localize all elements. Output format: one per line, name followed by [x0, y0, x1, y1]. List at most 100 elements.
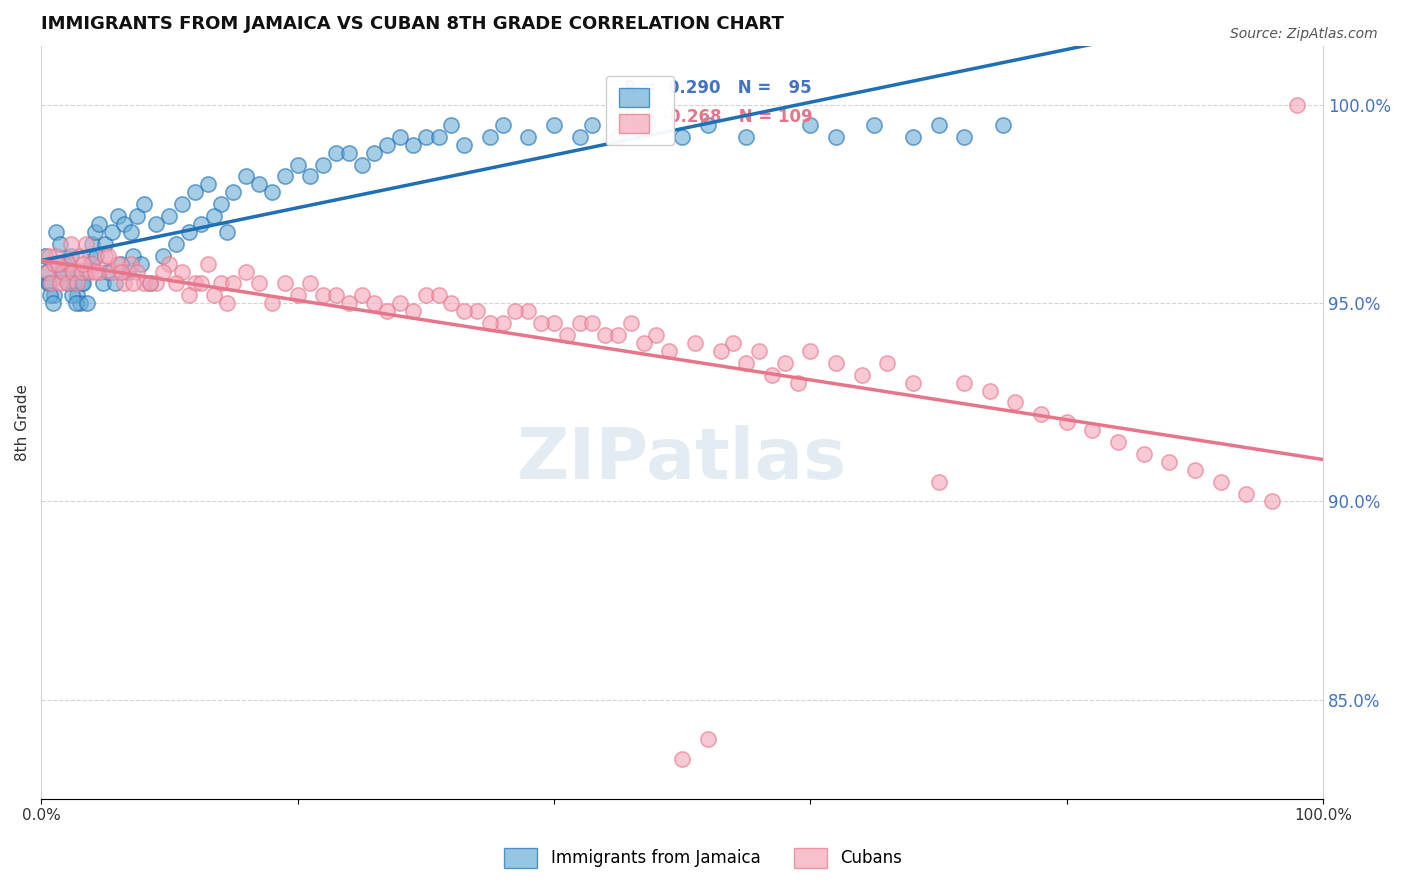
- Cubans: [299, 277, 322, 291]
- Cubans: [107, 257, 129, 271]
- Cubans: [1107, 435, 1129, 450]
- Immigrants from Jamaica: [260, 186, 283, 200]
- Immigrants from Jamaica: [172, 197, 194, 211]
- Cubans: [82, 257, 104, 271]
- Immigrants from Jamaica: [129, 257, 152, 271]
- Cubans: [389, 296, 412, 310]
- Cubans: [120, 257, 142, 271]
- Immigrants from Jamaica: [517, 129, 540, 144]
- Immigrants from Jamaica: [363, 145, 385, 160]
- Immigrants from Jamaica: [863, 118, 886, 132]
- Immigrants from Jamaica: [127, 209, 149, 223]
- Cubans: [84, 264, 107, 278]
- Cubans: [165, 277, 187, 291]
- Cubans: [645, 328, 668, 343]
- Immigrants from Jamaica: [122, 249, 145, 263]
- Cubans: [49, 277, 72, 291]
- Text: R =  0.290   N =   95: R = 0.290 N = 95: [624, 78, 813, 97]
- Immigrants from Jamaica: [37, 277, 59, 291]
- Cubans: [79, 264, 101, 278]
- Immigrants from Jamaica: [375, 137, 398, 152]
- Immigrants from Jamaica: [235, 169, 257, 184]
- Cubans: [94, 249, 117, 263]
- Immigrants from Jamaica: [184, 186, 207, 200]
- Cubans: [139, 277, 162, 291]
- Cubans: [72, 257, 94, 271]
- Cubans: [172, 264, 194, 278]
- Immigrants from Jamaica: [440, 118, 463, 132]
- Immigrants from Jamaica: [273, 169, 295, 184]
- Immigrants from Jamaica: [87, 217, 110, 231]
- Cubans: [1056, 415, 1078, 429]
- Cubans: [350, 288, 373, 302]
- Immigrants from Jamaica: [63, 277, 86, 291]
- Cubans: [145, 277, 167, 291]
- Immigrants from Jamaica: [58, 277, 80, 291]
- Cubans: [337, 296, 360, 310]
- Immigrants from Jamaica: [402, 137, 425, 152]
- Cubans: [1132, 447, 1154, 461]
- Text: ZIPatlas: ZIPatlas: [517, 425, 848, 494]
- Immigrants from Jamaica: [60, 288, 83, 302]
- Immigrants from Jamaica: [53, 257, 76, 271]
- Immigrants from Jamaica: [120, 225, 142, 239]
- Cubans: [247, 277, 270, 291]
- Cubans: [761, 368, 783, 382]
- Immigrants from Jamaica: [415, 129, 437, 144]
- Cubans: [215, 296, 238, 310]
- Cubans: [209, 277, 232, 291]
- Cubans: [110, 264, 132, 278]
- Cubans: [825, 356, 848, 370]
- Immigrants from Jamaica: [110, 257, 132, 271]
- Immigrants from Jamaica: [177, 225, 200, 239]
- Cubans: [735, 356, 758, 370]
- Immigrants from Jamaica: [799, 118, 821, 132]
- Immigrants from Jamaica: [165, 236, 187, 251]
- Cubans: [325, 288, 347, 302]
- Cubans: [1261, 494, 1284, 508]
- Immigrants from Jamaica: [299, 169, 322, 184]
- Cubans: [683, 335, 706, 350]
- Immigrants from Jamaica: [72, 277, 94, 291]
- Cubans: [1234, 486, 1257, 500]
- Immigrants from Jamaica: [69, 296, 91, 310]
- Cubans: [696, 732, 718, 747]
- Immigrants from Jamaica: [45, 225, 67, 239]
- Cubans: [152, 264, 174, 278]
- Immigrants from Jamaica: [991, 118, 1014, 132]
- Immigrants from Jamaica: [671, 129, 693, 144]
- Cubans: [517, 304, 540, 318]
- Cubans: [723, 335, 745, 350]
- Immigrants from Jamaica: [145, 217, 167, 231]
- Immigrants from Jamaica: [222, 186, 245, 200]
- Cubans: [799, 343, 821, 358]
- Cubans: [59, 236, 82, 251]
- Cubans: [202, 288, 225, 302]
- Cubans: [197, 257, 219, 271]
- Cubans: [235, 264, 257, 278]
- Immigrants from Jamaica: [84, 249, 107, 263]
- Immigrants from Jamaica: [84, 225, 107, 239]
- Cubans: [1159, 455, 1181, 469]
- Cubans: [75, 236, 97, 251]
- Cubans: [581, 316, 603, 330]
- Immigrants from Jamaica: [202, 209, 225, 223]
- Cubans: [42, 257, 65, 271]
- Immigrants from Jamaica: [696, 118, 718, 132]
- Immigrants from Jamaica: [427, 129, 450, 144]
- Cubans: [1209, 475, 1232, 489]
- Cubans: [114, 277, 136, 291]
- Immigrants from Jamaica: [190, 217, 212, 231]
- Cubans: [543, 316, 565, 330]
- Cubans: [478, 316, 501, 330]
- Cubans: [876, 356, 898, 370]
- Cubans: [38, 249, 60, 263]
- Immigrants from Jamaica: [453, 137, 475, 152]
- Cubans: [530, 316, 553, 330]
- Cubans: [465, 304, 488, 318]
- Cubans: [1184, 463, 1206, 477]
- Immigrants from Jamaica: [928, 118, 950, 132]
- Cubans: [100, 264, 122, 278]
- Immigrants from Jamaica: [568, 129, 591, 144]
- Cubans: [184, 277, 207, 291]
